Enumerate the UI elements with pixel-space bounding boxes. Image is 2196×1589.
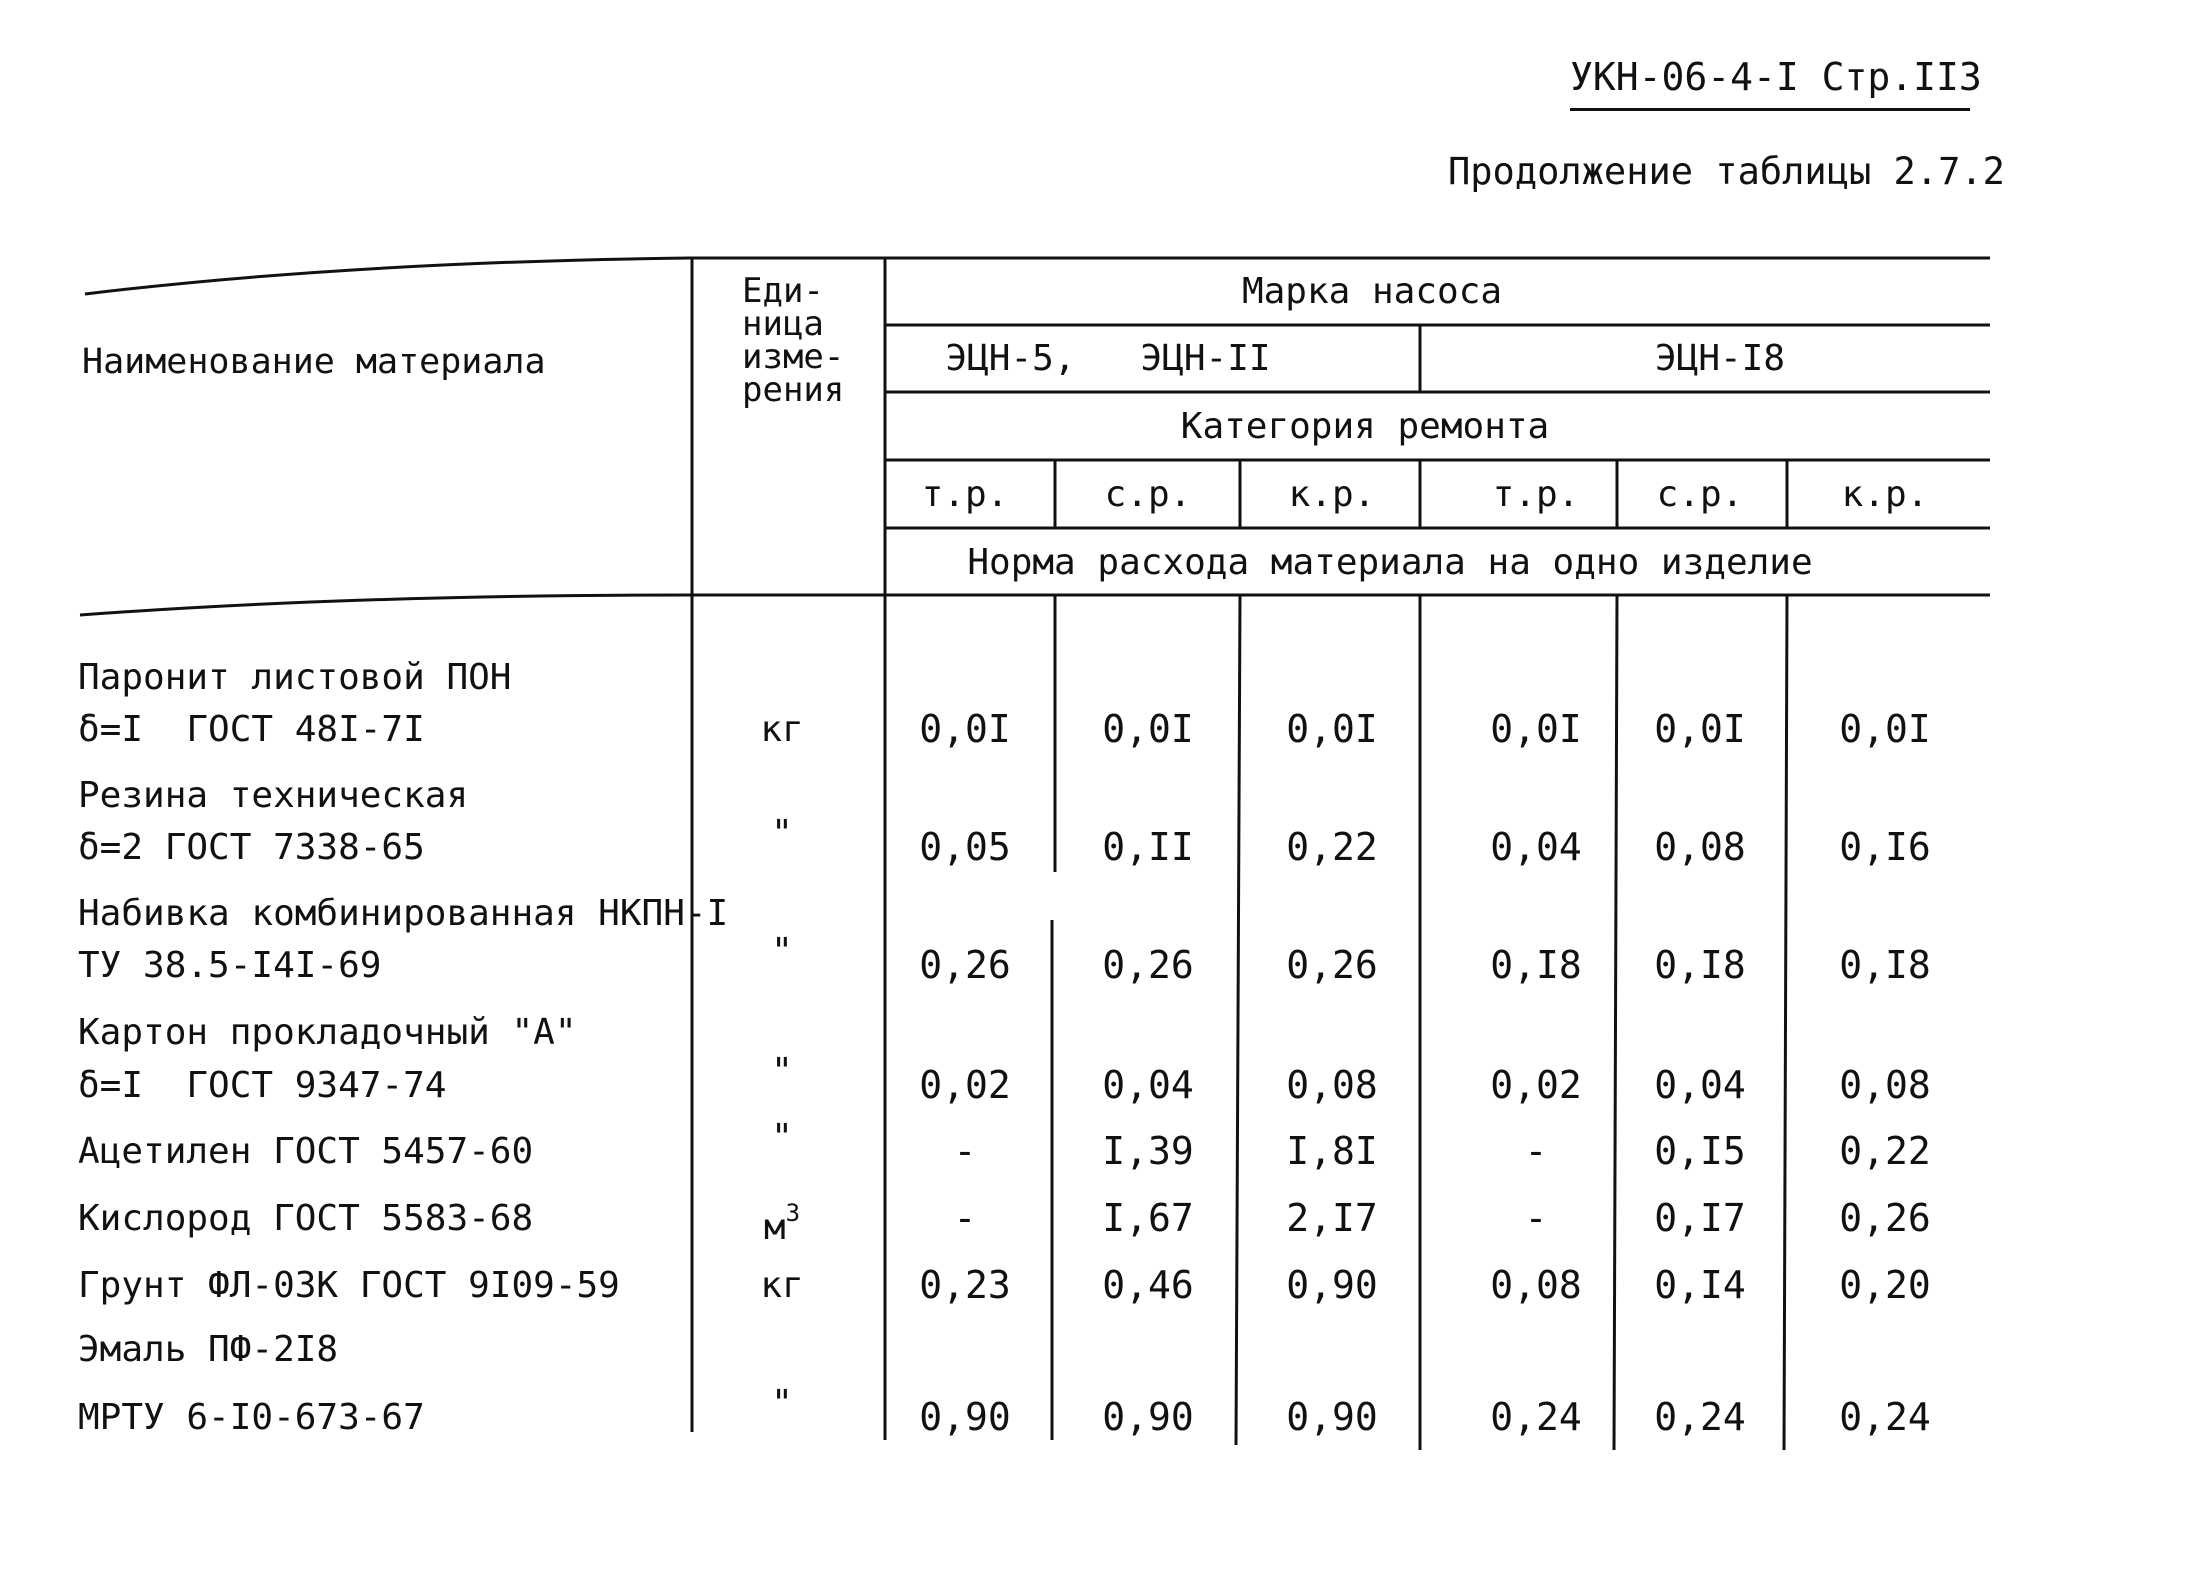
row-value-col-4: 0,04: [1490, 825, 1582, 869]
row-value-col-6: 0,22: [1839, 1129, 1931, 1173]
row-value-col-4: 0,08: [1490, 1263, 1582, 1307]
header-repair-category: Категория ремонта: [1180, 406, 1550, 447]
row-name: Ацетилен ГОСТ 5457-60: [78, 1131, 534, 1172]
header-col-3: к.р.: [1288, 474, 1376, 515]
row-name-line-1: Набивка комбинированная НКПН-I: [78, 893, 729, 934]
row-unit: ": [771, 1051, 793, 1092]
row-value-col-4: -: [1524, 1129, 1548, 1173]
vline-col3: [1234, 594, 1242, 1446]
row-value-col-5: 0,08: [1654, 825, 1746, 869]
row-value-col-2: I,67: [1102, 1196, 1194, 1240]
row-value-col-1: -: [953, 1196, 977, 1240]
header-group-b: ЭЦН-I8: [1654, 338, 1786, 379]
row-value-col-4: 0,0I: [1490, 707, 1582, 751]
row-name-line-2: δ=I ГОСТ 48I-7I: [78, 709, 425, 750]
row-value-col-1: 0,90: [919, 1395, 1011, 1439]
row-value-col-3: 0,26: [1286, 943, 1378, 987]
row-value-col-4: 0,24: [1490, 1395, 1582, 1439]
row-value-col-2: 0,90: [1102, 1395, 1194, 1439]
row-value-col-4: 0,I8: [1490, 943, 1582, 987]
row-value-col-1: 0,26: [919, 943, 1011, 987]
page-code: УКН-06-4-I Стр.II3: [1570, 55, 1982, 99]
header-col-4: т.р.: [1492, 474, 1580, 515]
header-norm: Норма расхода материала на одно изделие: [967, 542, 1813, 583]
row-value-col-5: 0,I8: [1654, 943, 1746, 987]
row-unit-superscript: 3: [785, 1199, 801, 1227]
header-col-2: с.р.: [1104, 474, 1192, 515]
row-value-col-1: 0,23: [919, 1263, 1011, 1307]
row-value-col-6: 0,08: [1839, 1063, 1931, 1107]
row-name-line-1: Эмаль ПФ-2I8: [78, 1329, 339, 1370]
row-value-col-5: 0,04: [1654, 1063, 1746, 1107]
row-value-col-6: 0,I6: [1839, 825, 1931, 869]
row-value-col-6: 0,26: [1839, 1196, 1931, 1240]
row-value-col-2: 0,04: [1102, 1063, 1194, 1107]
page-code-underline: [1570, 108, 1970, 111]
row-value-col-4: -: [1524, 1196, 1548, 1240]
row-value-col-3: 0,90: [1286, 1395, 1378, 1439]
row-name-line-2: ТУ 38.5-I4I-69: [78, 945, 382, 986]
row-unit: ": [771, 1383, 793, 1424]
row-value-col-3: 0,90: [1286, 1263, 1378, 1307]
header-group-a: ЭЦН-5, ЭЦН-II: [945, 338, 1271, 379]
row-value-col-5: 0,24: [1654, 1395, 1746, 1439]
header-name: Наименование материала: [82, 342, 546, 382]
row-unit: ": [771, 813, 793, 854]
row-name-line-2: δ=I ГОСТ 9347-74: [78, 1065, 447, 1106]
header-col-5: с.р.: [1656, 474, 1744, 515]
vline-col6: [1782, 594, 1789, 1451]
row-value-col-3: 0,08: [1286, 1063, 1378, 1107]
row-value-col-1: 0,0I: [919, 707, 1011, 751]
row-value-col-3: 2,I7: [1286, 1196, 1378, 1240]
row-value-col-2: 0,46: [1102, 1263, 1194, 1307]
table-continuation-title: Продолжение таблицы 2.7.2: [1448, 150, 2005, 193]
row-value-col-3: 0,22: [1286, 825, 1378, 869]
row-value-col-5: 0,I5: [1654, 1129, 1746, 1173]
row-unit: ": [771, 931, 793, 972]
row-value-col-5: 0,I4: [1654, 1263, 1746, 1307]
header-pump-brand: Марка насоса: [1241, 271, 1503, 312]
row-value-col-2: 0,II: [1102, 825, 1194, 869]
header-unit-line-1: Еди-: [742, 271, 824, 311]
rule-curve-bottom: [79, 593, 691, 617]
row-value-col-6: 0,24: [1839, 1395, 1931, 1439]
row-unit: кг: [760, 1265, 804, 1306]
row-name-line-1: Резина техническая: [78, 775, 469, 816]
row-unit: м3: [763, 1199, 801, 1248]
row-value-col-2: 0,26: [1102, 943, 1194, 987]
row-unit: ": [771, 1117, 793, 1158]
row-value-col-1: 0,05: [919, 825, 1011, 869]
header-unit-line-4: рения: [742, 370, 845, 410]
row-value-col-5: 0,0I: [1654, 707, 1746, 751]
vline-col5: [1612, 594, 1619, 1451]
row-name-line-1: Картон прокладочный "А": [78, 1012, 577, 1053]
row-value-col-4: 0,02: [1490, 1063, 1582, 1107]
row-unit: кг: [760, 709, 804, 750]
header-unit-line-2: ница: [742, 304, 824, 344]
row-value-col-1: 0,02: [919, 1063, 1011, 1107]
row-name-line-2: МРТУ 6-I0-673-67: [78, 1397, 425, 1438]
row-value-col-1: -: [953, 1129, 977, 1173]
row-name: Кислород ГОСТ 5583-68: [78, 1198, 534, 1239]
row-value-col-3: 0,0I: [1286, 707, 1378, 751]
row-name-line-2: δ=2 ГОСТ 7338-65: [78, 827, 425, 868]
row-name-line-1: Паронит листовой ПОН: [78, 657, 512, 698]
row-value-col-2: I,39: [1102, 1129, 1194, 1173]
row-value-col-2: 0,0I: [1102, 707, 1194, 751]
header-unit-line-3: изме-: [742, 337, 845, 377]
rule-curve-top: [84, 256, 691, 296]
header-col-6: к.р.: [1841, 474, 1929, 515]
row-value-col-6: 0,0I: [1839, 707, 1931, 751]
row-value-col-6: 0,20: [1839, 1263, 1931, 1307]
row-name: Грунт ФЛ-03К ГОСТ 9I09-59: [78, 1265, 620, 1306]
row-value-col-3: I,8I: [1286, 1129, 1378, 1173]
header-col-1: т.р.: [921, 474, 1009, 515]
row-value-col-5: 0,I7: [1654, 1196, 1746, 1240]
row-value-col-6: 0,I8: [1839, 943, 1931, 987]
